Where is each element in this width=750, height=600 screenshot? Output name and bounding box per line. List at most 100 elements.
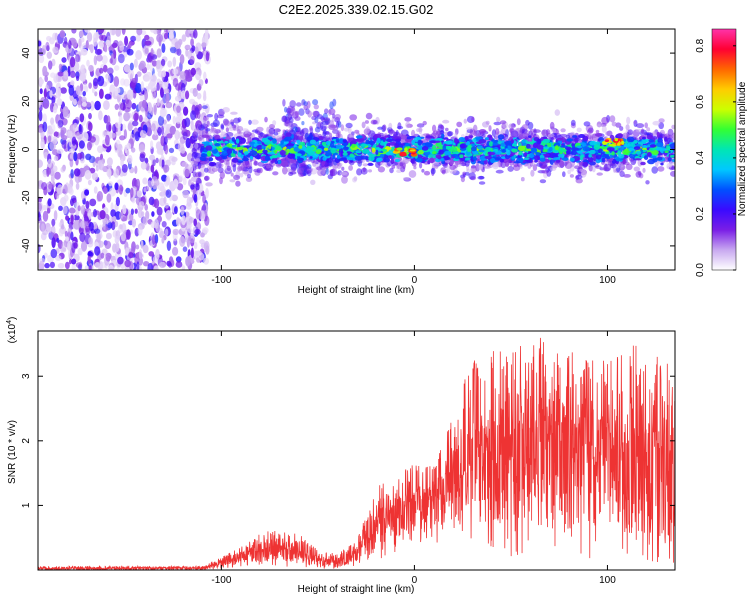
- spectrogram-cell: [209, 139, 213, 142]
- spectrogram-cell: [150, 140, 154, 150]
- spectrogram-cell: [216, 138, 221, 142]
- spectrogram-cell: [142, 244, 149, 254]
- spectrogram-cell: [144, 105, 149, 117]
- spectrogram-cell: [144, 47, 149, 55]
- spectrogram-cell: [232, 164, 237, 172]
- spectrogram-cell: [619, 126, 624, 131]
- spectrogram-cell: [73, 219, 81, 230]
- spectrogram-cell: [67, 130, 73, 137]
- spectrogram-cell: [190, 247, 194, 259]
- spectrogram-cell: [646, 152, 652, 157]
- spectrogram-cell: [588, 154, 592, 158]
- spectrogram-cell: [136, 71, 142, 77]
- spectrogram-cell: [135, 178, 141, 190]
- spectrogram-cell: [394, 143, 399, 149]
- spectrogram-cell: [634, 158, 642, 161]
- spectrogram-cell: [668, 161, 673, 168]
- spectrogram-cell: [152, 133, 159, 141]
- spectrogram-cell: [471, 116, 475, 123]
- spectrogram-cell: [51, 226, 56, 233]
- spectrogram-cell: [138, 249, 143, 260]
- spectrogram-cell: [80, 240, 88, 252]
- spectrogram-cell: [71, 262, 76, 270]
- spectrogram-cell: [423, 170, 431, 176]
- spectrogram-cell: [110, 53, 115, 59]
- spectrogram-cell: [310, 179, 316, 185]
- spectrogram-cell: [155, 60, 161, 70]
- spectrogram-cell: [355, 150, 362, 154]
- spectrogram-cell: [180, 90, 187, 100]
- spectrogram-cell: [104, 44, 108, 53]
- spectrogram-cell: [613, 150, 619, 153]
- spectrogram-cell: [176, 183, 184, 191]
- spectrogram-cell: [112, 124, 117, 134]
- spectrogram-cell: [65, 215, 70, 221]
- spectrogram-cell: [633, 166, 640, 172]
- spectrogram-cell: [282, 99, 286, 107]
- spectrogram-cell: [84, 216, 89, 222]
- spectrogram-cell: [249, 155, 254, 160]
- spectrogram-cell: [166, 133, 173, 139]
- spectrogram-cell: [159, 107, 166, 118]
- spectrogram-cell: [172, 68, 179, 75]
- spectrogram-cell: [58, 222, 62, 228]
- spectrogram-cell: [72, 122, 78, 132]
- spectrogram-cell: [128, 41, 132, 49]
- spectrogram-cell: [655, 157, 663, 161]
- spectrogram-cell: [606, 147, 615, 152]
- spectrogram-cell: [61, 241, 67, 252]
- spectrogram-cell: [669, 143, 675, 149]
- spectrogram-cell: [139, 60, 146, 69]
- spectrogram-cell: [184, 237, 189, 243]
- spectrogram-cell: [441, 169, 446, 175]
- spectrogram-cell: [540, 165, 549, 169]
- spectrogram-cell: [135, 34, 141, 42]
- spectrogram-cell: [215, 153, 220, 157]
- spectrogram-cell: [121, 164, 128, 173]
- spectrogram-cell: [636, 128, 643, 133]
- spectrogram-cell: [369, 137, 373, 140]
- spectrogram-cell: [165, 175, 171, 186]
- spectrogram-cell: [508, 159, 513, 164]
- spectrogram-cell: [102, 219, 106, 230]
- spectrogram-cell: [463, 157, 471, 161]
- spectrogram-cell: [386, 138, 393, 143]
- spectrogram-cell: [38, 202, 43, 213]
- spectrogram-cell: [525, 119, 530, 126]
- spectrogram-cell: [444, 145, 452, 150]
- spectrogram-cell: [157, 126, 162, 136]
- spectrogram-cell: [238, 166, 246, 171]
- spectrogram-cell: [507, 165, 514, 172]
- spectrogram-cell: [161, 236, 165, 244]
- spectrogram-cell: [203, 209, 208, 215]
- spectrogram-cell: [298, 108, 305, 116]
- spectrogram-cell: [102, 130, 107, 138]
- spectrogram-cell: [126, 89, 134, 101]
- spectrogram-cell: [89, 198, 97, 207]
- spectrogram-cell: [268, 144, 272, 150]
- spectrogram-cell: [138, 201, 145, 208]
- spectrogram-cell: [86, 141, 92, 151]
- spectrogram-cell: [298, 167, 304, 174]
- spectrogram-cell: [119, 102, 127, 111]
- spectrogram-cell: [161, 159, 165, 168]
- spectrogram-cell: [443, 162, 448, 169]
- spectrogram-cell: [141, 211, 145, 217]
- spectrogram-cell: [190, 67, 196, 76]
- spectrogram-cell: [284, 136, 292, 142]
- spectrogram-cell: [601, 151, 606, 155]
- spectrogram-cell: [322, 156, 327, 161]
- spectrogram-cell: [136, 29, 143, 36]
- spectrogram-cell: [137, 222, 145, 230]
- spectrogram-cell: [626, 116, 631, 125]
- spectrogram-cell: [301, 121, 305, 126]
- spectrogram-cell: [435, 158, 441, 163]
- spectrogram-cell: [416, 157, 423, 163]
- spectrogram-cell: [140, 81, 145, 92]
- spectrogram-cell: [193, 218, 197, 227]
- spectrogram-cell: [350, 140, 357, 145]
- spectrogram-cell: [42, 65, 48, 76]
- spectrogram-cell: [377, 166, 385, 173]
- spectrogram-cell: [261, 137, 269, 143]
- spectrogram-cell: [579, 168, 584, 172]
